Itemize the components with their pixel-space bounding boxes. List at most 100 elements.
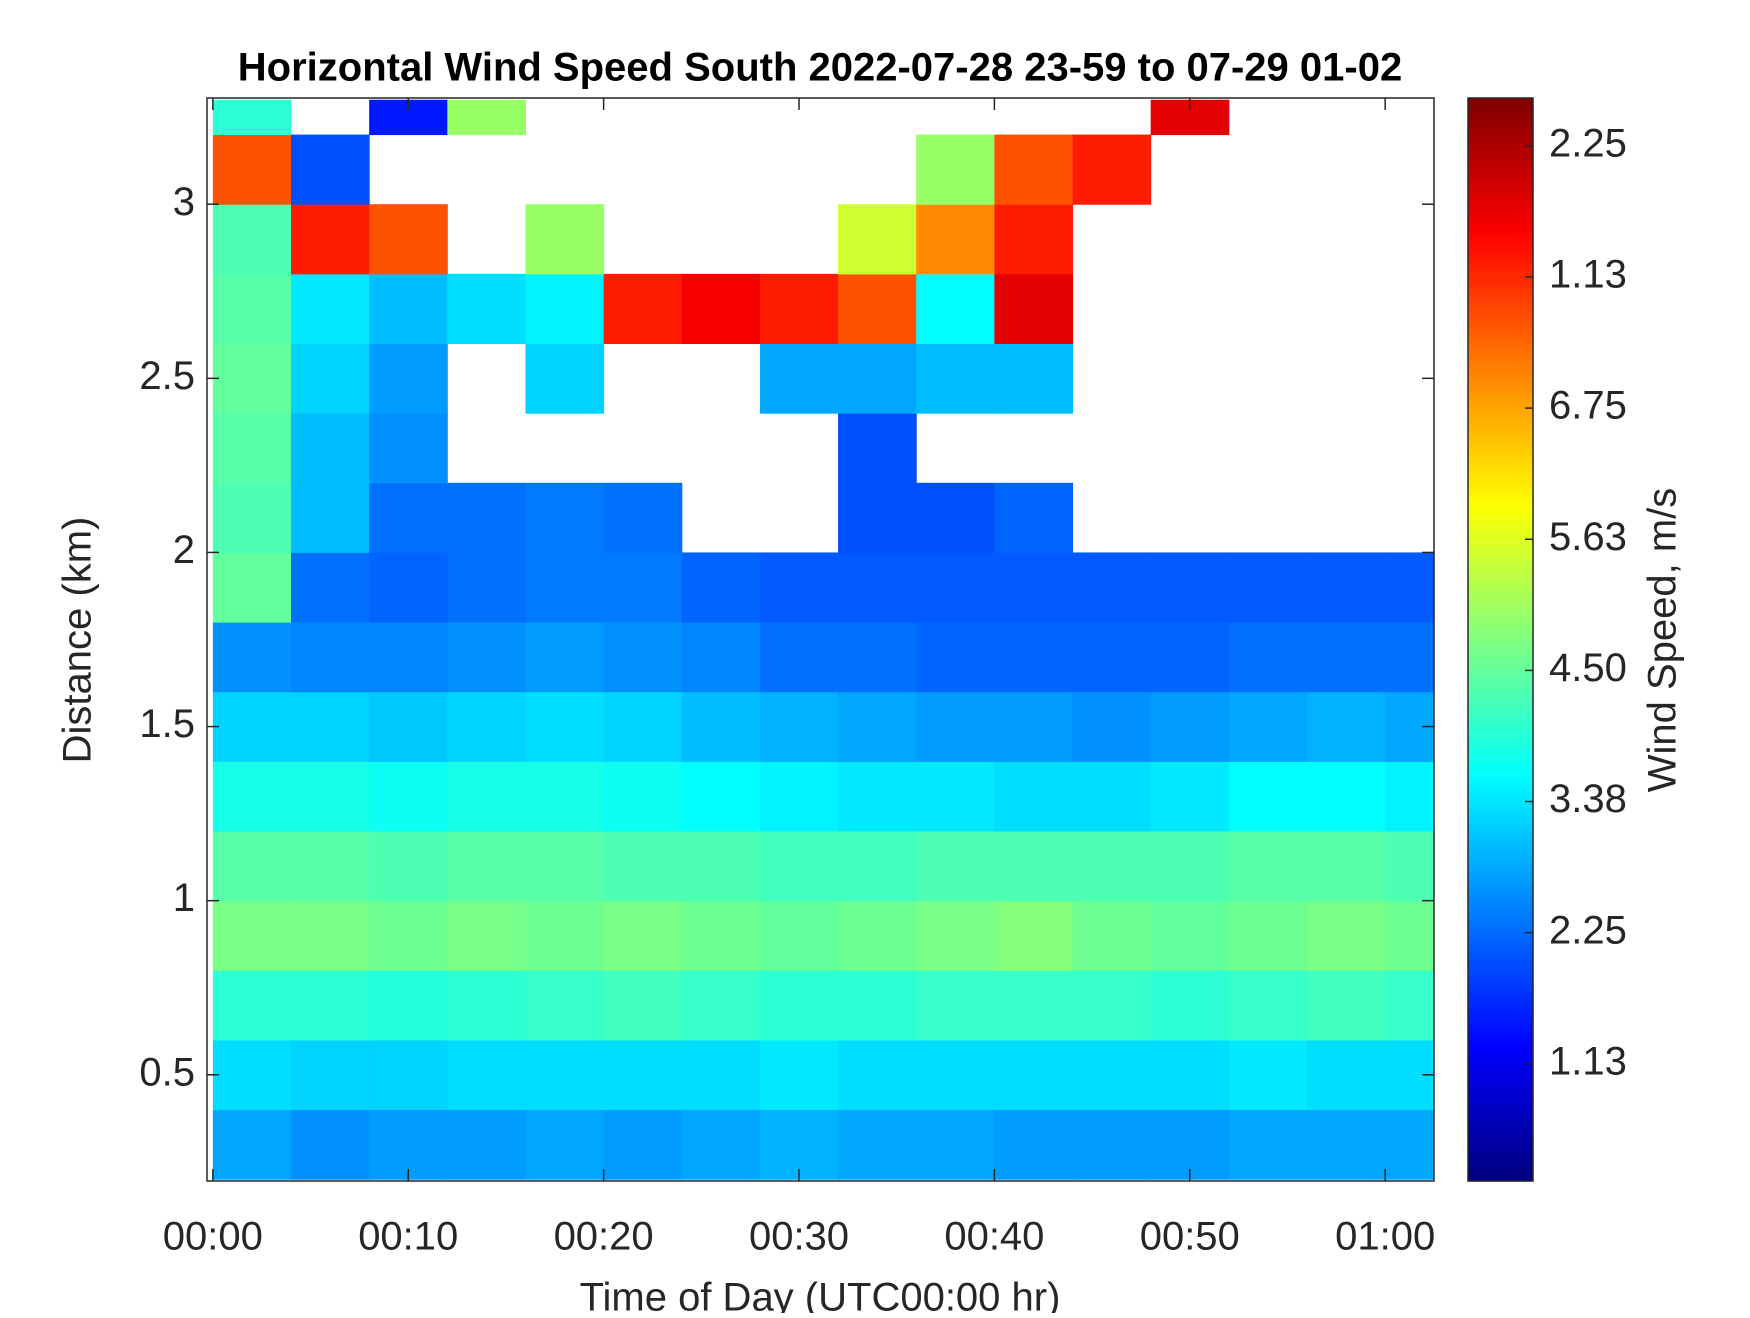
- colorbar-swatch: [1468, 726, 1533, 733]
- heatmap-cell: [681, 1109, 761, 1180]
- colorbar-swatch: [1468, 774, 1533, 781]
- colorbar-swatch: [1468, 617, 1533, 624]
- colorbar-swatch: [1468, 168, 1533, 175]
- colorbar-swatch: [1468, 693, 1533, 700]
- heatmap-cell: [1150, 622, 1230, 693]
- colorbar-swatch: [1468, 812, 1533, 819]
- heatmap-cell: [369, 204, 448, 275]
- heatmap-cell: [369, 343, 448, 414]
- colorbar-swatch: [1468, 877, 1533, 884]
- heatmap-cell: [291, 691, 370, 762]
- colorbar-swatch: [1468, 1018, 1533, 1025]
- heatmap-cell: [1228, 622, 1308, 693]
- colorbar-swatch: [1468, 563, 1533, 570]
- heatmap-cell: [1307, 1039, 1386, 1111]
- colorbar-swatch: [1468, 1110, 1533, 1117]
- heatmap-cell: [1150, 900, 1230, 971]
- heatmap-cell: [369, 622, 448, 693]
- heatmap-cell: [916, 622, 995, 693]
- colorbar-swatch: [1468, 731, 1533, 738]
- colorbar-swatch: [1468, 303, 1533, 310]
- colorbar-swatch: [1468, 135, 1533, 142]
- colorbar-swatch: [1468, 336, 1533, 343]
- heatmap-cell: [1072, 831, 1152, 902]
- colorbar-swatch: [1468, 747, 1533, 754]
- colorbar-swatch: [1468, 227, 1533, 234]
- heatmap-cell: [369, 831, 448, 902]
- colorbar-swatch: [1468, 552, 1533, 559]
- heatmap-cell: [1072, 552, 1152, 623]
- colorbar-swatch: [1468, 1034, 1533, 1041]
- heatmap-cell: [212, 413, 292, 484]
- y-tick-label: 3: [173, 180, 195, 224]
- x-tick-label: 00:50: [1140, 1215, 1240, 1259]
- heatmap-cell: [1385, 552, 1435, 623]
- colorbar-swatch: [1468, 325, 1533, 332]
- heatmap-cell: [759, 552, 839, 623]
- colorbar-swatch: [1468, 173, 1533, 180]
- heatmap-cell: [838, 482, 917, 553]
- heatmap-cell: [1150, 761, 1230, 832]
- heatmap-cell: [212, 99, 292, 136]
- heatmap-cell: [1150, 552, 1230, 623]
- heatmap-cell: [916, 552, 995, 623]
- colorbar-swatch: [1468, 904, 1533, 911]
- colorbar-swatch: [1468, 980, 1533, 987]
- heatmap-cell: [838, 1039, 917, 1111]
- colorbar-swatch: [1468, 579, 1533, 586]
- heatmap-cell: [1228, 1109, 1308, 1180]
- heatmap-cell: [1072, 970, 1152, 1041]
- heatmap-cell: [1228, 900, 1308, 971]
- heatmap-cell: [1307, 691, 1386, 762]
- colorbar-swatch: [1468, 644, 1533, 651]
- colorbar-swatch: [1468, 498, 1533, 505]
- heatmap-cell: [759, 970, 839, 1041]
- colorbar-tick-label: 3.38: [1549, 777, 1627, 821]
- heatmap-cell: [447, 691, 526, 762]
- heatmap-cell: [1228, 970, 1308, 1041]
- x-tick-label: 00:40: [944, 1215, 1044, 1259]
- heatmap-cell: [525, 1039, 605, 1111]
- y-tick-label: 1: [173, 876, 195, 920]
- colorbar-tick-label: 6.75: [1549, 384, 1627, 428]
- heatmap-cell: [1150, 1109, 1230, 1180]
- heatmap-cell: [291, 552, 370, 623]
- colorbar-tick-label: 5.63: [1549, 515, 1627, 559]
- colorbar-swatch: [1468, 1072, 1533, 1079]
- colorbar-swatch: [1468, 715, 1533, 722]
- colorbar-swatch: [1468, 639, 1533, 646]
- heatmap-cell: [525, 831, 605, 902]
- colorbar-swatch: [1468, 807, 1533, 814]
- colorbar-swatch: [1468, 179, 1533, 186]
- heatmap-cell: [525, 482, 605, 553]
- heatmap-cell: [212, 273, 292, 345]
- heatmap-cell: [291, 482, 370, 553]
- colorbar-swatch: [1468, 655, 1533, 662]
- colorbar-swatch: [1468, 682, 1533, 689]
- heatmap-cell: [994, 970, 1074, 1041]
- colorbar-swatch: [1468, 455, 1533, 462]
- colorbar-swatch: [1468, 585, 1533, 592]
- colorbar-swatch: [1468, 238, 1533, 245]
- colorbar-swatch: [1468, 542, 1533, 549]
- colorbar-swatch: [1468, 357, 1533, 364]
- y-tick-label: 2: [173, 528, 195, 572]
- heatmap-cell: [603, 831, 683, 902]
- heatmap-cell: [1307, 900, 1386, 971]
- colorbar-swatch: [1468, 330, 1533, 337]
- colorbar-swatch: [1468, 1121, 1533, 1128]
- colorbar-swatch: [1468, 769, 1533, 776]
- colorbar-swatch: [1468, 753, 1533, 760]
- colorbar-swatch: [1468, 406, 1533, 413]
- colorbar-swatch: [1468, 363, 1533, 370]
- heatmap-cell: [1307, 831, 1386, 902]
- heatmap-cell: [838, 413, 917, 484]
- heatmap-cell: [447, 1039, 526, 1111]
- colorbar-swatch: [1468, 958, 1533, 965]
- heatmap-cell: [447, 900, 526, 971]
- colorbar-swatch: [1468, 623, 1533, 630]
- heatmap-cell: [291, 204, 370, 275]
- heatmap-cell: [1072, 134, 1152, 205]
- colorbar-swatch: [1468, 260, 1533, 267]
- heatmap-cell: [1072, 900, 1152, 971]
